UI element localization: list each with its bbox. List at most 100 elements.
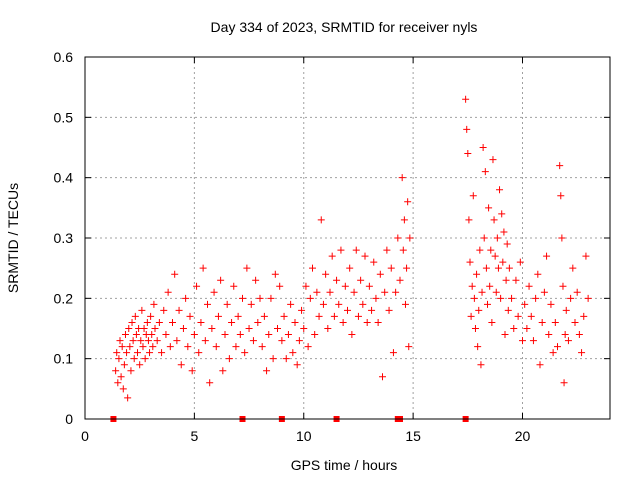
data-point bbox=[365, 282, 373, 290]
data-point bbox=[125, 325, 133, 332]
data-point bbox=[217, 276, 225, 284]
data-point bbox=[136, 361, 144, 369]
data-point bbox=[523, 325, 531, 332]
data-point bbox=[147, 312, 155, 320]
data-point bbox=[480, 234, 488, 242]
data-point bbox=[399, 246, 407, 254]
data-point bbox=[151, 325, 159, 332]
data-point bbox=[488, 318, 496, 326]
data-point bbox=[186, 312, 194, 320]
data-point bbox=[370, 258, 378, 266]
data-point bbox=[387, 264, 395, 272]
data-point bbox=[260, 312, 268, 320]
data-point bbox=[326, 288, 334, 296]
data-point bbox=[304, 343, 312, 351]
data-point bbox=[561, 331, 569, 339]
data-point bbox=[466, 258, 474, 266]
data-point bbox=[239, 294, 246, 302]
data-point bbox=[464, 150, 472, 158]
data-point bbox=[352, 246, 360, 254]
data-point bbox=[328, 252, 336, 260]
axis-ticks bbox=[84, 56, 610, 420]
data-point bbox=[219, 367, 227, 375]
data-point bbox=[276, 282, 284, 290]
data-point bbox=[146, 349, 154, 357]
y-tick-label: 0.2 bbox=[54, 290, 74, 306]
x-tick-labels: 0 5 10 15 20 bbox=[81, 428, 530, 444]
data-point bbox=[354, 312, 362, 320]
y-tick-label: 0.3 bbox=[54, 230, 74, 246]
data-point bbox=[496, 186, 504, 194]
data-point bbox=[258, 343, 266, 351]
data-point bbox=[493, 234, 501, 242]
data-point bbox=[505, 264, 513, 272]
data-point bbox=[199, 264, 207, 272]
data-point bbox=[245, 325, 253, 332]
data-point bbox=[383, 246, 391, 254]
y-tick-labels: 0 0.1 0.2 0.3 0.4 0.5 0.6 bbox=[54, 49, 74, 427]
data-point bbox=[499, 258, 507, 266]
data-point bbox=[140, 325, 148, 332]
data-point bbox=[249, 337, 257, 345]
data-point bbox=[557, 192, 565, 200]
data-point bbox=[379, 373, 386, 381]
data-point bbox=[512, 276, 520, 284]
data-point bbox=[166, 343, 174, 351]
data-point bbox=[158, 349, 166, 357]
data-point bbox=[171, 270, 179, 278]
data-point bbox=[484, 300, 491, 308]
data-point bbox=[525, 282, 533, 290]
data-point bbox=[134, 349, 141, 357]
data-point bbox=[169, 318, 176, 326]
data-point bbox=[175, 306, 183, 314]
data-point bbox=[389, 349, 397, 357]
data-point bbox=[489, 156, 497, 164]
data-point bbox=[210, 288, 218, 296]
data-point bbox=[534, 270, 542, 278]
data-point bbox=[485, 204, 493, 212]
data-point bbox=[578, 349, 586, 357]
data-point bbox=[155, 318, 163, 326]
data-point bbox=[468, 282, 476, 290]
data-point bbox=[479, 144, 487, 151]
data-point bbox=[118, 343, 126, 351]
data-point bbox=[519, 337, 526, 345]
x-tick-label: 0 bbox=[81, 428, 89, 444]
data-point bbox=[381, 288, 389, 296]
data-point bbox=[128, 318, 136, 326]
data-point bbox=[476, 246, 484, 254]
data-point bbox=[368, 306, 376, 314]
data-point bbox=[492, 288, 500, 296]
data-point bbox=[293, 361, 301, 369]
data-point bbox=[132, 331, 140, 339]
y-tick-label: 0 bbox=[65, 411, 73, 427]
data-point bbox=[179, 325, 187, 332]
data-point bbox=[551, 318, 559, 326]
data-point bbox=[137, 337, 145, 345]
data-point bbox=[121, 331, 129, 339]
data-point bbox=[177, 361, 185, 369]
data-point bbox=[129, 337, 137, 345]
data-point bbox=[575, 331, 583, 339]
data-point bbox=[184, 343, 192, 351]
data-point bbox=[521, 300, 529, 308]
data-point bbox=[341, 282, 349, 290]
data-point bbox=[516, 258, 524, 266]
data-point bbox=[571, 318, 579, 326]
data-point bbox=[162, 331, 170, 339]
data-point bbox=[462, 95, 470, 103]
data-point bbox=[556, 162, 564, 170]
data-point bbox=[291, 318, 299, 326]
data-point bbox=[498, 210, 506, 218]
data-point bbox=[558, 234, 566, 242]
data-point bbox=[346, 264, 354, 272]
data-point bbox=[319, 300, 327, 308]
data-point bbox=[504, 306, 512, 314]
data-point bbox=[311, 331, 319, 339]
data-point bbox=[401, 300, 409, 308]
x-axis-label: GPS time / hours bbox=[291, 457, 398, 473]
y-tick-label: 0.5 bbox=[54, 109, 74, 125]
data-point bbox=[376, 270, 384, 278]
data-point bbox=[280, 312, 288, 320]
